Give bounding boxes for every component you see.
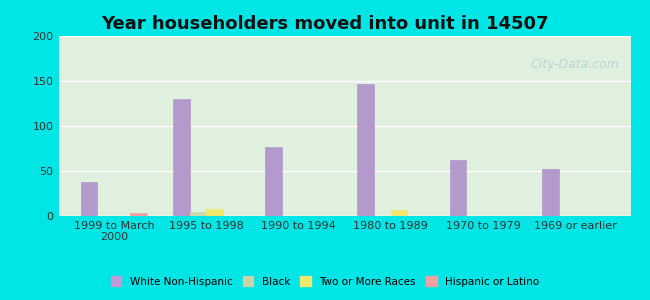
Bar — [450, 160, 466, 216]
Bar — [81, 182, 98, 216]
Bar — [131, 213, 147, 216]
Bar — [265, 147, 281, 216]
Bar — [190, 212, 206, 216]
Bar — [173, 99, 190, 216]
Bar — [206, 209, 223, 216]
Text: Year householders moved into unit in 14507: Year householders moved into unit in 145… — [101, 15, 549, 33]
Bar — [542, 169, 558, 216]
Legend: White Non-Hispanic, Black, Two or More Races, Hispanic or Latino: White Non-Hispanic, Black, Two or More R… — [106, 271, 544, 292]
Text: City-Data.com: City-Data.com — [530, 58, 619, 70]
Bar — [358, 84, 374, 216]
Bar — [391, 210, 408, 216]
